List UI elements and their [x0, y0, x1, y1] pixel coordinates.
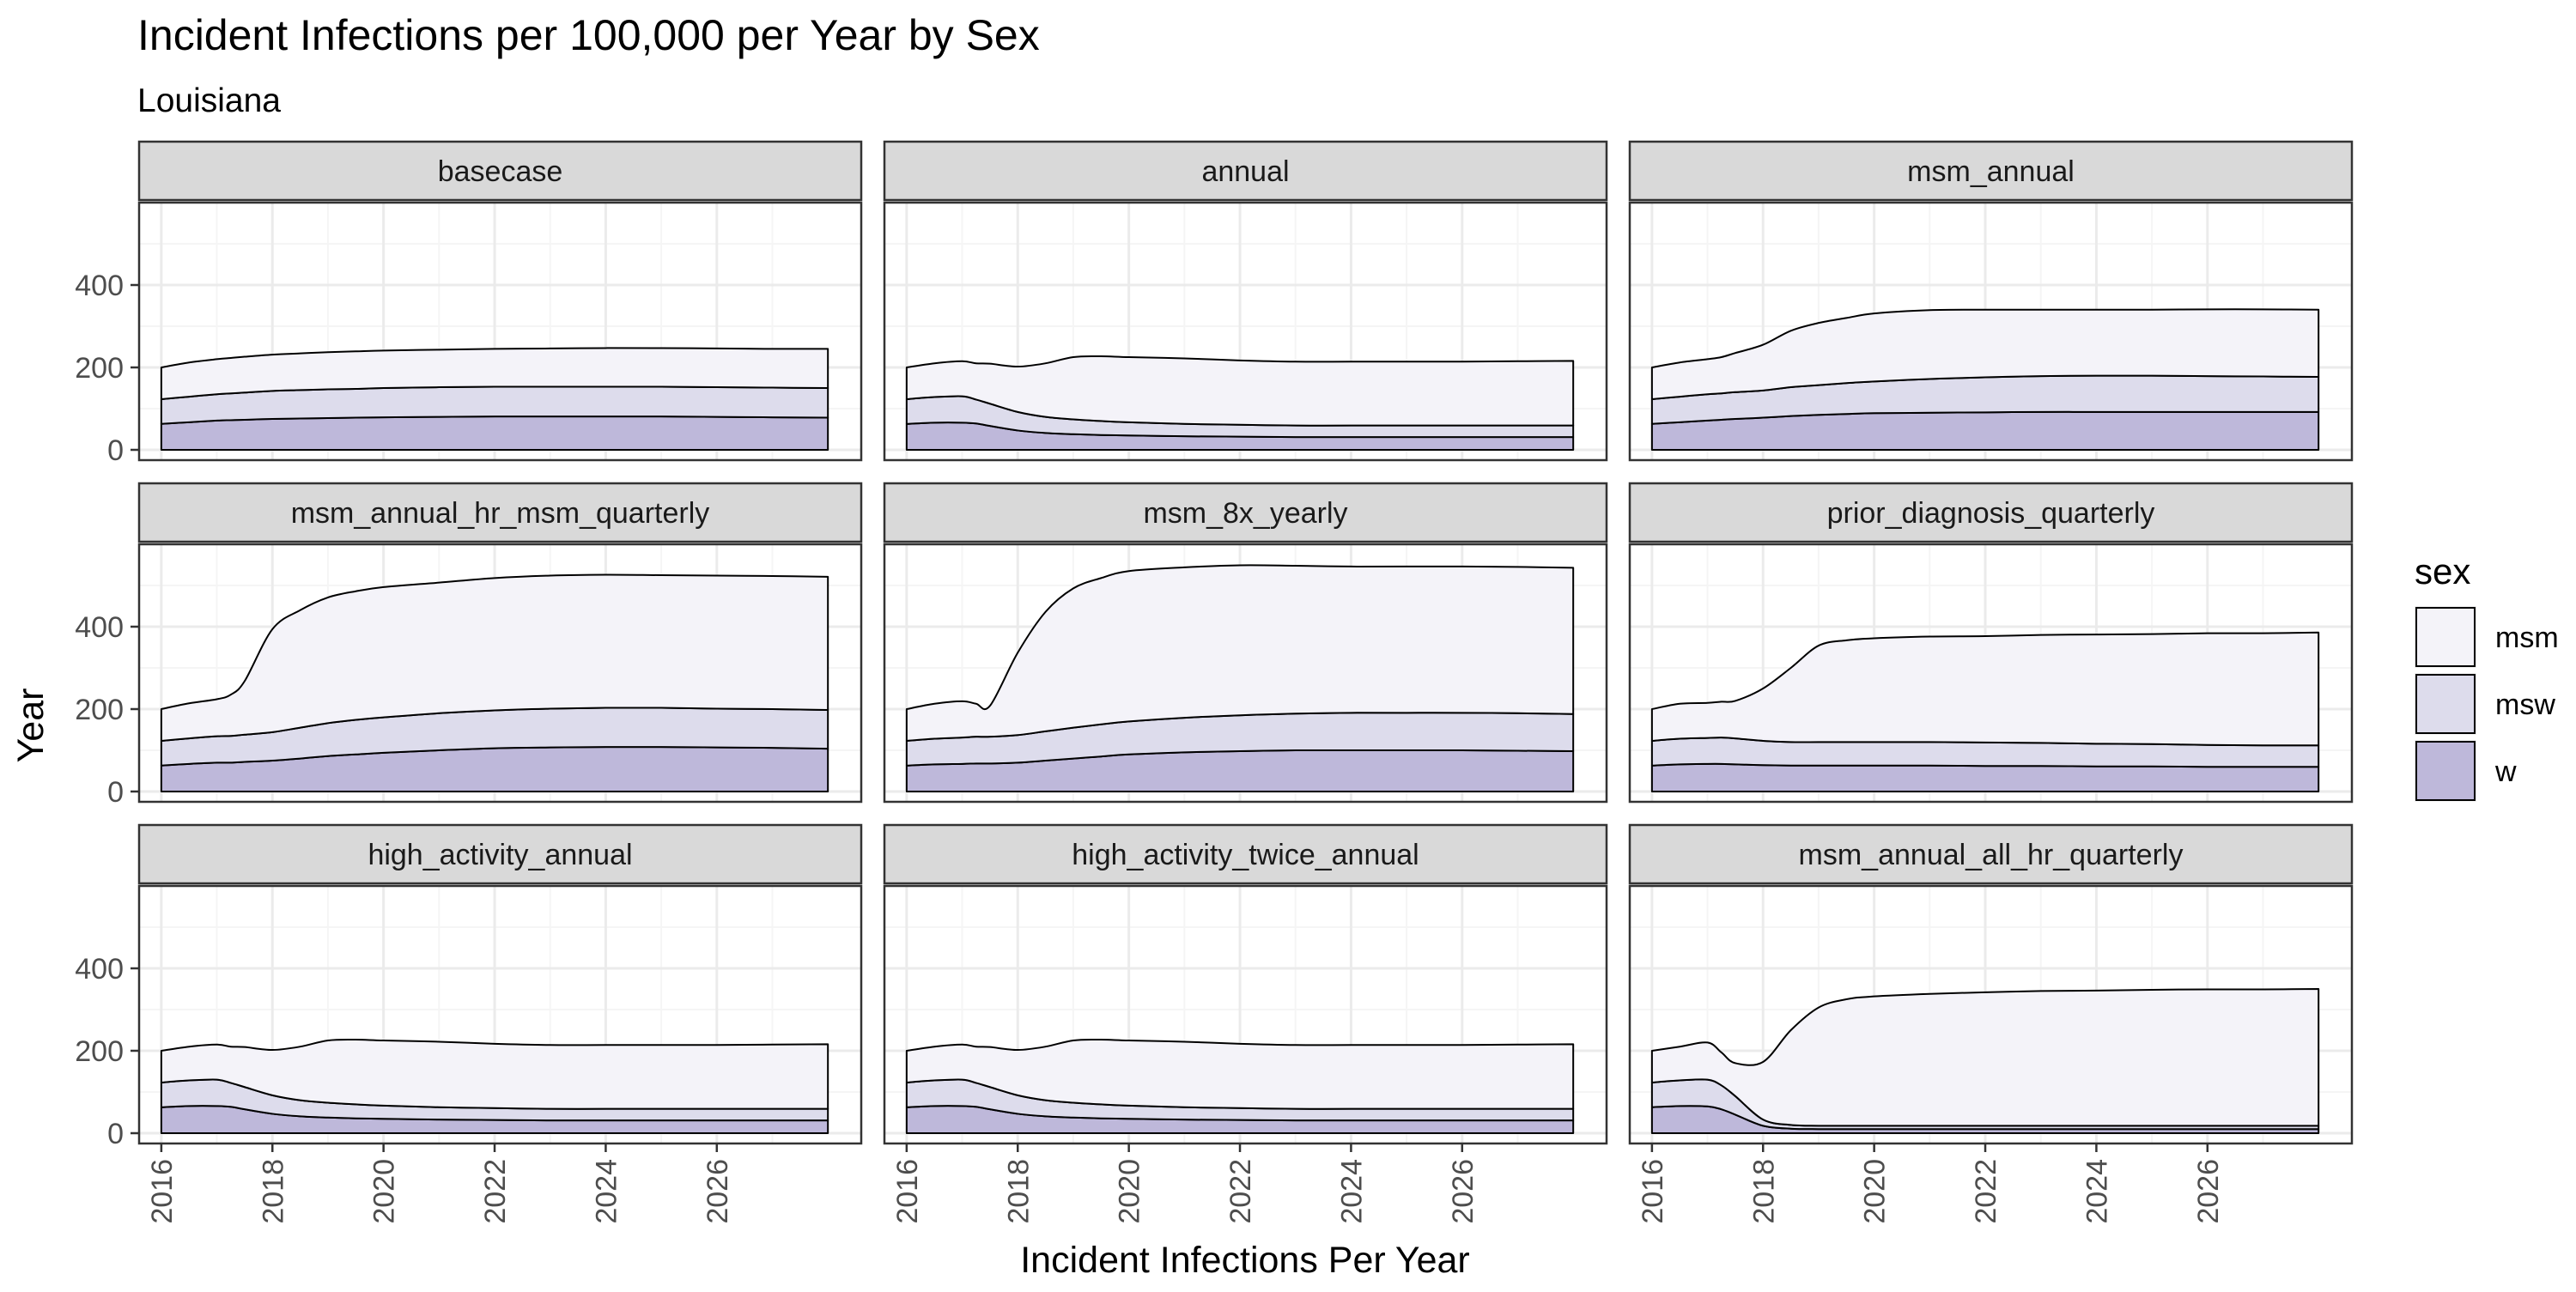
x-tick-label: 2022 [1970, 1159, 2002, 1224]
x-tick-label: 2024 [1335, 1159, 1368, 1224]
panel-border [137, 543, 863, 804]
y-tick-label: 400 [75, 953, 124, 986]
panel: msm_annual_all_hr_quarterly 2016 2018 2020 2… [1628, 823, 2354, 1224]
area-msm [160, 573, 829, 742]
panel-border [883, 201, 1608, 462]
facet-strip-label: msm_8x_yearly [1143, 497, 1347, 530]
x-tick-label: 2026 [2192, 1159, 2225, 1224]
x-tick-label: 2024 [2081, 1159, 2113, 1224]
area-msm [160, 1038, 829, 1110]
area-w [1650, 762, 2320, 792]
legend-label-msw: msw [2495, 688, 2555, 721]
y-tick-label: 200 [75, 1035, 124, 1068]
area-msm [905, 355, 1575, 427]
panel-border [137, 884, 863, 1145]
y-tick-label: 0 [107, 776, 124, 809]
area-msm [1650, 988, 2320, 1127]
panel: msm_annual [1628, 140, 2354, 462]
panel-border [883, 884, 1608, 1145]
y-tick-label: 400 [75, 270, 124, 302]
panel-border [1628, 884, 2354, 1145]
x-tick-label: 2026 [1447, 1159, 1479, 1224]
y-axis-label: Year [10, 688, 52, 763]
y-tick-label: 0 [107, 434, 124, 467]
panel-border [883, 543, 1608, 804]
panel-border [137, 201, 863, 462]
facet-strip-label: prior_diagnosis_quarterly [1827, 497, 2155, 530]
panel: high_activity_annual 0 200 400 2016 2018 2020 2… [75, 823, 863, 1224]
facet-strip-label: annual [1201, 155, 1289, 188]
x-tick-label: 2016 [1637, 1159, 1669, 1224]
facet-strip [1628, 140, 2354, 202]
x-tick-label: 2016 [891, 1159, 924, 1224]
area-msm [1650, 308, 2320, 400]
panel: high_activity_twice_annual 2016 2018 2020 20… [883, 823, 1608, 1224]
facet-panels: basecase 0 200 400 annual msm_annual msm_annua… [75, 140, 2354, 1224]
x-tick-label: 2018 [1747, 1159, 1780, 1224]
facet-strip-label: msm_annual [1907, 155, 2075, 188]
y-tick-label: 400 [75, 611, 124, 644]
x-tick-label: 2022 [1224, 1159, 1257, 1224]
facet-strip [883, 482, 1608, 543]
y-tick-label: 0 [107, 1118, 124, 1150]
panel: msm_annual_hr_msm_quarterly 0 200 400 [75, 482, 863, 809]
legend-label-w: w [2494, 755, 2517, 788]
panel: msm_8x_yearly [883, 482, 1608, 804]
legend-key-msw [2415, 674, 2476, 734]
facet-strip [137, 482, 863, 543]
chart-title: Incident Infections per 100,000 per Year… [137, 11, 1040, 59]
legend-title: sex [2415, 551, 2470, 591]
y-tick-label: 200 [75, 694, 124, 726]
x-axis-label: Incident Infections Per Year [1020, 1240, 1470, 1281]
x-tick-label: 2018 [1002, 1159, 1035, 1224]
facet-strip [137, 140, 863, 202]
panel: annual [883, 140, 1608, 462]
facet-strip [1628, 823, 2354, 885]
facet-strip-label: high_activity_annual [368, 839, 632, 871]
panel: basecase 0 200 400 [75, 140, 863, 467]
x-tick-label: 2016 [146, 1159, 179, 1224]
facet-strip [883, 823, 1608, 885]
facet-strip-label: msm_annual_hr_msm_quarterly [291, 497, 710, 530]
legend: sex msm msw w [2415, 551, 2559, 802]
facet-strip-label: msm_annual_all_hr_quarterly [1799, 839, 2184, 871]
y-tick-label: 200 [75, 352, 124, 385]
facet-strip [883, 140, 1608, 202]
panel-border [1628, 543, 2354, 804]
x-tick-label: 2024 [590, 1159, 623, 1224]
facet-strip [137, 823, 863, 885]
facet-strip-label: high_activity_twice_annual [1072, 839, 1419, 871]
x-tick-label: 2020 [368, 1159, 401, 1224]
chart-subtitle: Louisiana [137, 82, 281, 119]
x-tick-label: 2026 [702, 1159, 734, 1224]
facet-strip-label: basecase [438, 155, 563, 188]
legend-key-msm [2415, 607, 2476, 667]
legend-key-w [2415, 741, 2476, 801]
panel: prior_diagnosis_quarterly [1628, 482, 2354, 804]
x-tick-label: 2020 [1114, 1159, 1146, 1224]
area-w [160, 416, 829, 451]
panel-border [1628, 201, 2354, 462]
area-msm [1650, 631, 2320, 747]
x-tick-label: 2018 [257, 1159, 289, 1224]
area-msm [160, 347, 829, 400]
area-msm [905, 1038, 1575, 1110]
x-tick-label: 2022 [479, 1159, 512, 1224]
facet-strip [1628, 482, 2354, 543]
area-msm [905, 564, 1575, 742]
x-tick-label: 2020 [1859, 1159, 1892, 1224]
legend-label-msm: msm [2495, 622, 2559, 654]
